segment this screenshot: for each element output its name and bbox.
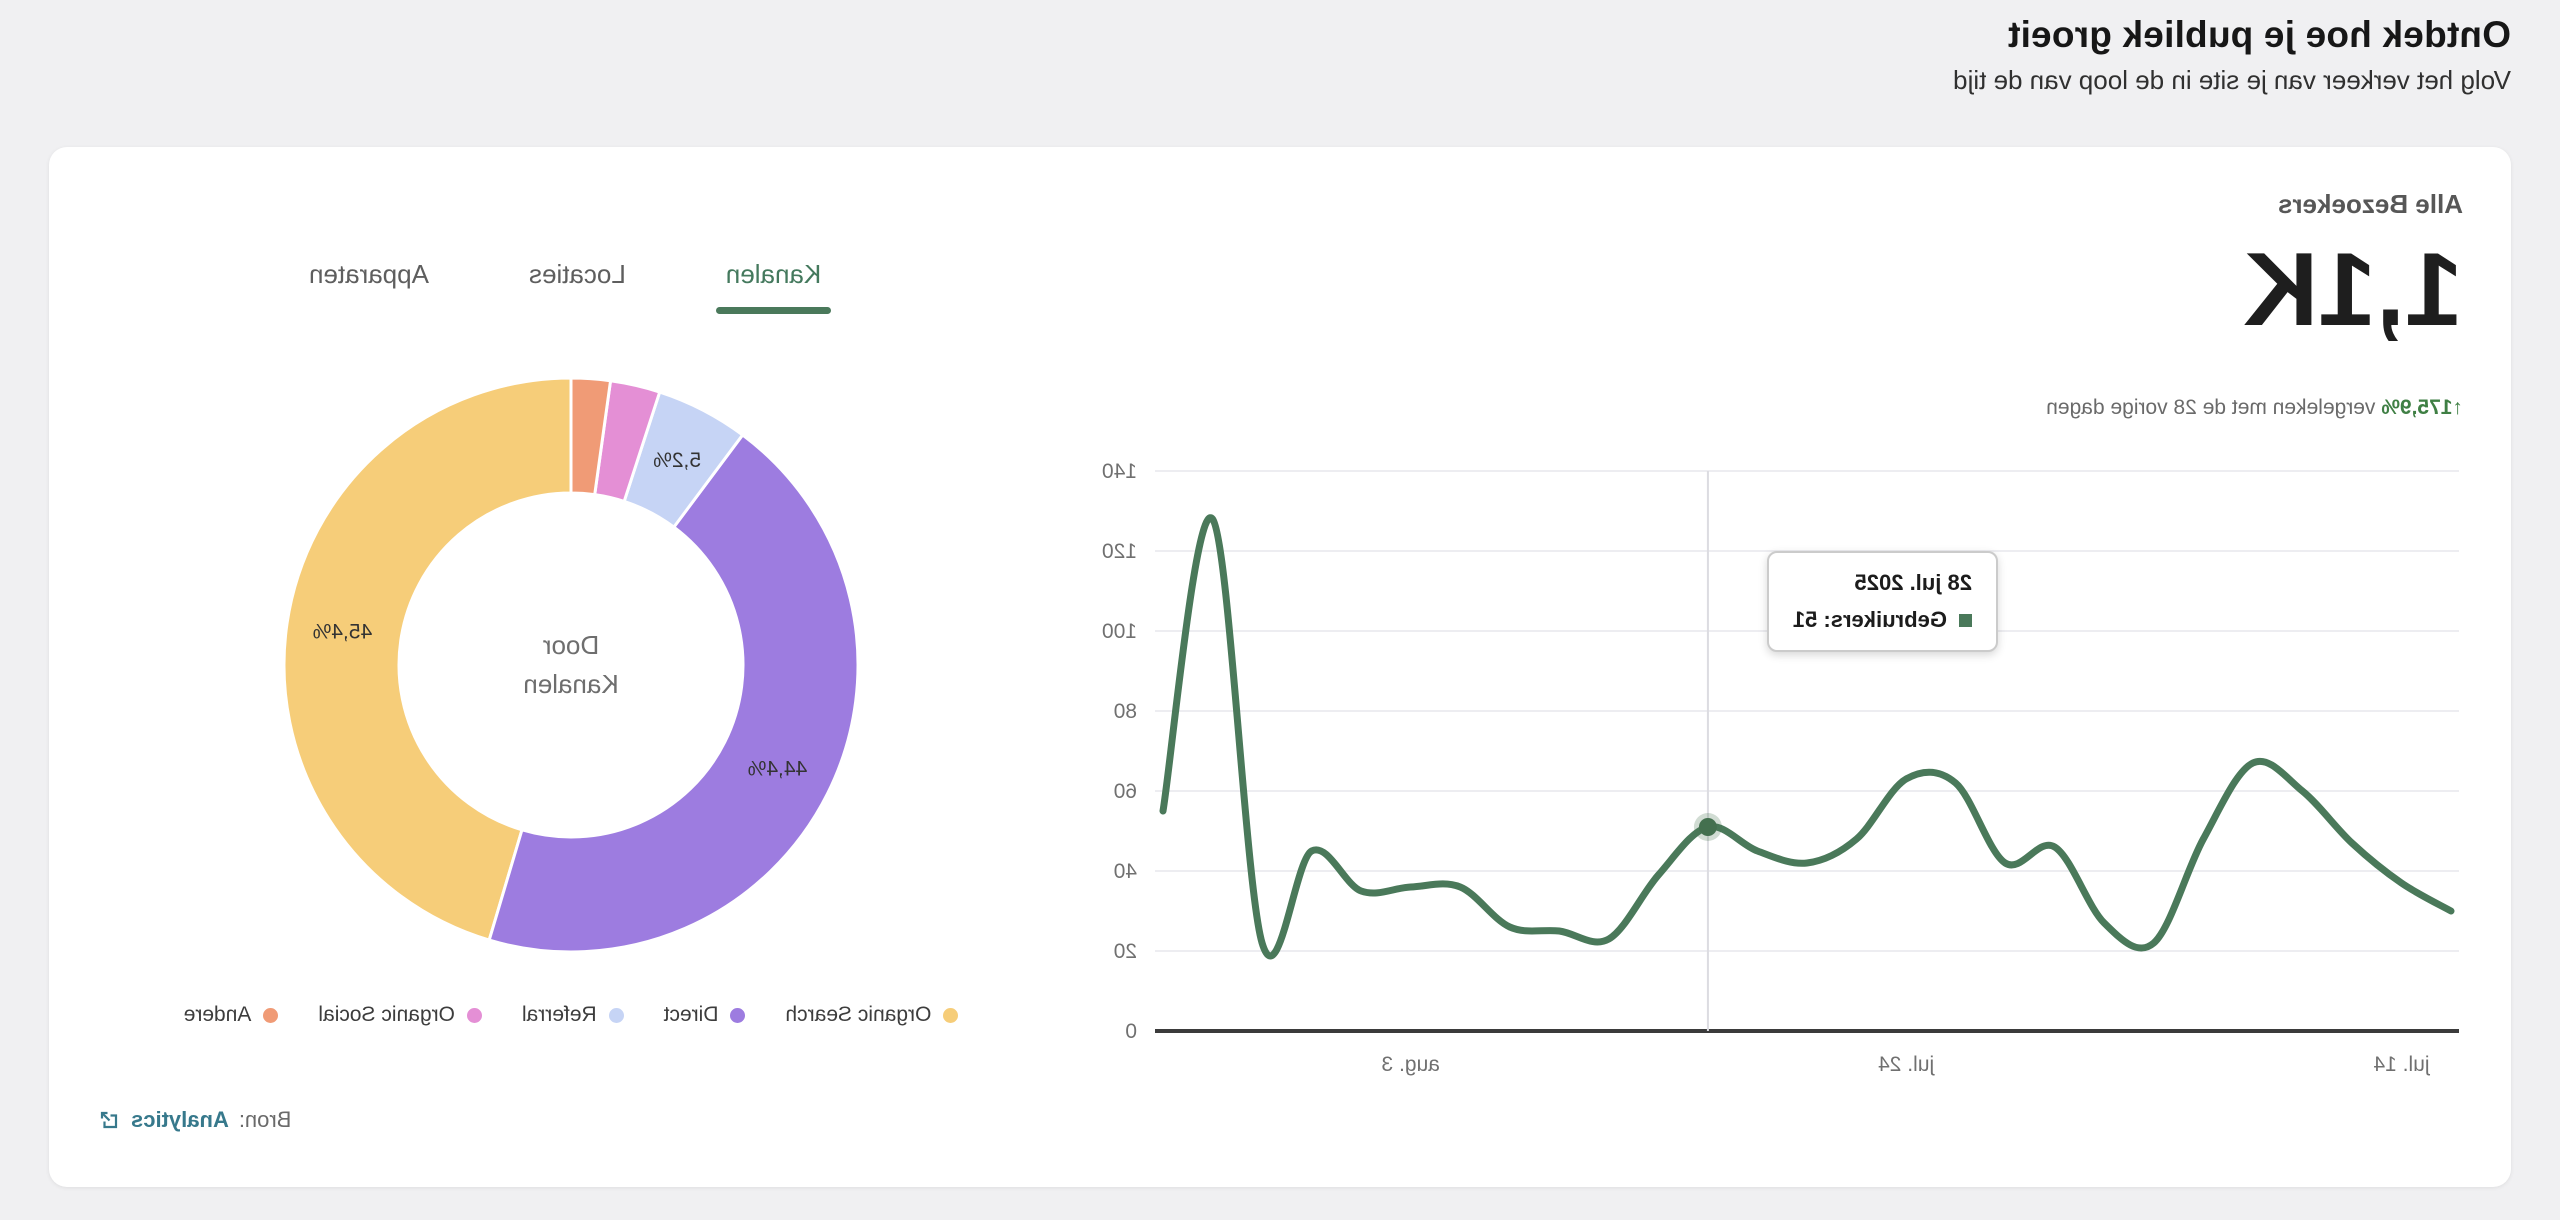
legend-label: Organic Social <box>318 1003 455 1026</box>
y-axis-label: 140 <box>1102 460 1137 483</box>
tab-apparaten[interactable]: Apparaten <box>307 259 431 314</box>
donut-legend: Organic Search Direct Referral Organic Soci… <box>111 1003 1031 1027</box>
donut-svg[interactable]: 45,4% 44,4% 5,2% <box>271 365 871 965</box>
stats-value: 1,1K <box>2243 232 2463 348</box>
line-chart[interactable]: 0 20 40 60 80 100 120 140 jul. 14 jul. 24 aug. 3 2… <box>1063 455 2463 1105</box>
channels-donut[interactable]: 45,4% 44,4% 5,2% Door Kanalen <box>271 365 871 965</box>
legend-dot-icon <box>608 1007 624 1023</box>
visitors-line-series[interactable] <box>1159 514 2455 960</box>
donut-slice-direct[interactable] <box>487 433 860 954</box>
x-axis-label: jul. 14 <box>2373 1053 2430 1076</box>
y-axis-label: 100 <box>1102 620 1137 643</box>
legend-label: Direct <box>663 1003 719 1026</box>
tab-kanalen[interactable]: Kanalen <box>724 259 823 314</box>
tabs: Kanalen Locaties Apparaten <box>307 259 823 314</box>
change-text: vergeleken met de 28 vorige dagen <box>2046 396 2376 419</box>
analytics-link[interactable]: Analytics <box>131 1107 229 1132</box>
stats-label: Alle Bezoekers <box>2278 189 2463 219</box>
change-percent: ↑175,9% <box>2381 396 2463 419</box>
source-prefix: Bron: <box>238 1107 292 1132</box>
chart-tooltip: 28 jul. 2025 Gebruikers: 51 <box>1766 551 1998 652</box>
source-link[interactable]: Bron: Analytics <box>97 1107 291 1133</box>
x-axis-label: aug. 3 <box>1381 1053 1439 1076</box>
donut-slice-organic-search[interactable] <box>282 376 573 942</box>
donut-slice-andere[interactable] <box>569 376 613 497</box>
y-axis-label: 40 <box>1114 860 1137 883</box>
y-axis-label: 80 <box>1114 700 1137 723</box>
page-subtitle: Volg het verkeer van je site in de loop … <box>1953 65 2511 95</box>
legend-item[interactable]: Organic Search <box>785 1003 959 1027</box>
line-chart-svg[interactable]: 0 20 40 60 80 100 120 140 jul. 14 jul. 24 aug. 3 <box>1063 455 2463 1105</box>
y-axis-label: 0 <box>1125 1020 1137 1043</box>
donut-percent-label: 5,2% <box>653 449 701 472</box>
page-title: Ontdek hoe je publiek groeit <box>2007 14 2511 55</box>
legend-item[interactable]: Andere <box>184 1003 279 1027</box>
y-axis-label: 120 <box>1102 540 1137 563</box>
legend-label: Andere <box>183 1003 252 1026</box>
tooltip-date: 28 jul. 2025 <box>1854 570 1972 595</box>
legend-dot-icon <box>466 1007 482 1023</box>
legend-item[interactable]: Organic Social <box>318 1003 482 1027</box>
donut-percent-label: 45,4% <box>313 621 373 644</box>
tooltip-value: Gebruikers: 51 <box>1792 607 1947 632</box>
page-header: Ontdek hoe je publiek groeit Volg het ve… <box>1953 14 2511 96</box>
legend-label: Referral <box>521 1003 597 1026</box>
legend-label: Organic Search <box>785 1003 932 1026</box>
tab-locaties[interactable]: Locaties <box>527 259 628 314</box>
x-axis-label: jul. 24 <box>1878 1053 1935 1076</box>
hover-point-icon[interactable] <box>1698 818 1717 836</box>
legend-item[interactable]: Referral <box>522 1003 624 1027</box>
y-axis-label: 60 <box>1114 780 1137 803</box>
visitors-stats: Alle Bezoekers 1,1K ↑175,9% vergeleken m… <box>2046 189 2463 420</box>
legend-dot-icon <box>730 1007 746 1023</box>
tooltip-row: Gebruikers: 51 <box>1793 607 1972 633</box>
donut-percent-label: 44,4% <box>748 758 808 781</box>
stats-change: ↑175,9% vergeleken met de 28 vorige dage… <box>2046 396 2463 420</box>
y-axis-label: 20 <box>1114 940 1137 963</box>
legend-dot-icon <box>263 1007 279 1023</box>
series-marker-icon <box>1958 613 1972 627</box>
legend-dot-icon <box>943 1007 959 1023</box>
legend-item[interactable]: Direct <box>664 1003 746 1027</box>
visitors-card: Alle Bezoekers 1,1K ↑175,9% vergeleken m… <box>49 147 2511 1187</box>
external-link-icon <box>100 1111 118 1129</box>
